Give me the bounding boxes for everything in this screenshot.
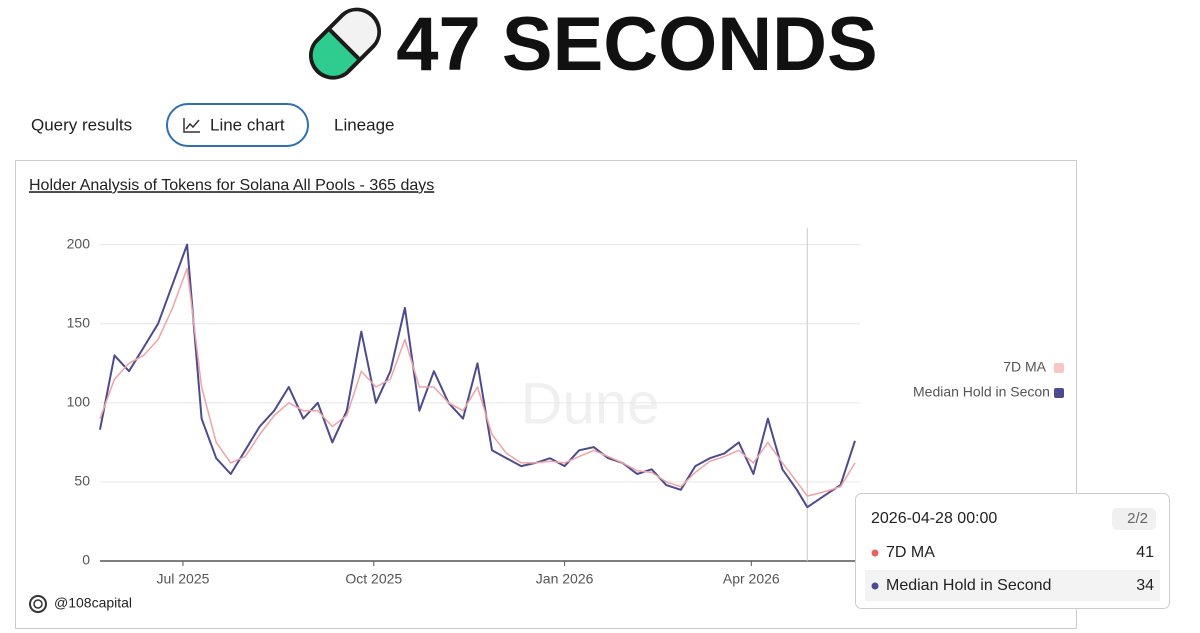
pill-icon	[308, 7, 382, 80]
chart-title[interactable]: Holder Analysis of Tokens for Solana All…	[29, 177, 434, 194]
y-tick-label: 0	[82, 552, 90, 568]
tooltip-dot	[871, 549, 879, 557]
x-tick-label: Oct 2025	[345, 571, 402, 587]
legend-label: Median Hold in Second	[913, 384, 1058, 400]
tooltip-dot	[871, 582, 879, 590]
footer-icon	[33, 599, 43, 609]
tooltip-name: Median Hold in Second	[886, 577, 1051, 594]
tooltip-title: 2026-04-28 00:00	[871, 510, 997, 527]
x-tick-label: Apr 2026	[723, 571, 780, 587]
tooltip-row-bg	[865, 570, 1160, 601]
footer-icon	[29, 595, 47, 613]
x-tick-label: Jan 2026	[536, 571, 594, 587]
tooltip-value: 34	[1136, 577, 1154, 594]
tooltip-page-bg	[1112, 508, 1156, 530]
legend-label: 7D MA	[1003, 359, 1046, 375]
y-tick-label: 150	[67, 314, 91, 330]
x-tick-label: Jul 2025	[156, 571, 209, 587]
line-icon	[183, 118, 200, 133]
tab-active-bg[interactable]	[166, 103, 309, 147]
headline: 47 SECONDS	[396, 2, 878, 87]
tooltip-name: 7D MA	[886, 544, 935, 561]
legend-swatch	[1054, 363, 1064, 373]
series-line	[99, 243, 856, 509]
y-tick-label: 200	[67, 235, 91, 251]
tab[interactable]: Lineage	[334, 115, 395, 134]
footer-handle: @108capital	[54, 595, 132, 611]
tooltip-page: 2/2	[1127, 510, 1148, 527]
watermark: Dune	[521, 371, 660, 436]
legend-swatch	[1054, 388, 1064, 398]
y-tick-label: 50	[74, 473, 90, 489]
series-line	[99, 267, 856, 497]
tab[interactable]: Line chart	[210, 115, 285, 134]
tooltip-value: 41	[1136, 544, 1154, 561]
y-tick-label: 100	[67, 394, 91, 410]
tab[interactable]: Query results	[31, 115, 132, 134]
